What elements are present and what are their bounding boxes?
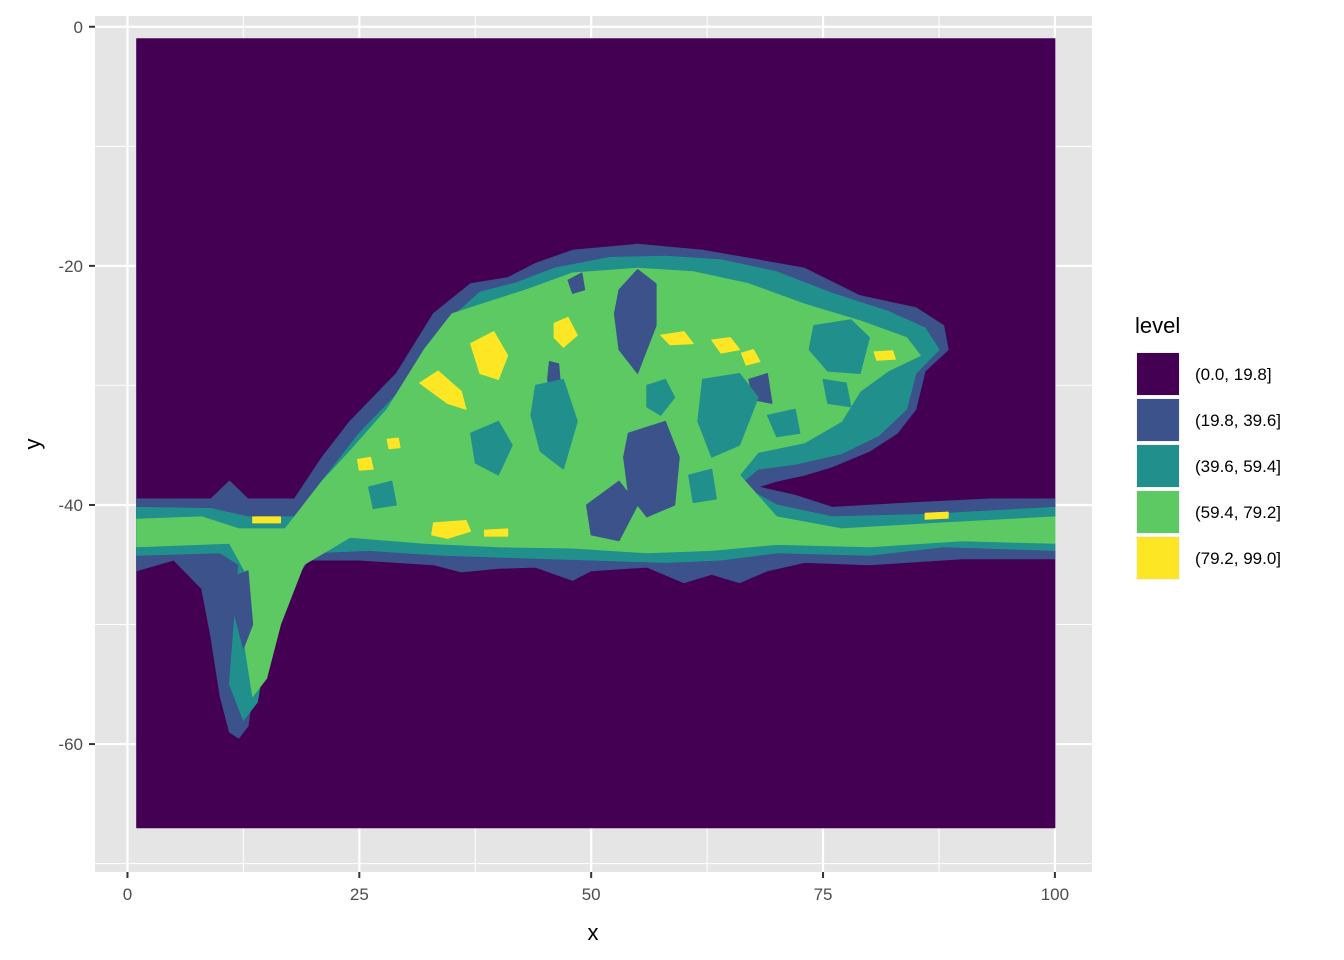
contour-region-level-2 bbox=[470, 420, 513, 476]
contour-region-level-1 bbox=[233, 570, 254, 649]
contour-region-level-2 bbox=[697, 373, 759, 458]
legend-key-label: (0.0, 19.8] bbox=[1195, 365, 1272, 384]
contour-region-level-1 bbox=[567, 272, 586, 294]
legend-key-swatch bbox=[1137, 491, 1179, 533]
legend-key-label: (19.8, 39.6] bbox=[1195, 411, 1281, 430]
legend-key-label: (39.6, 59.4] bbox=[1195, 457, 1281, 476]
x-tick-label: 0 bbox=[123, 885, 132, 904]
contour-region-level-2 bbox=[822, 378, 852, 408]
contour-region-level-4 bbox=[431, 520, 472, 539]
x-tick-label: 50 bbox=[582, 885, 601, 904]
contour-region-level-2 bbox=[646, 378, 676, 416]
contour-region-level-4 bbox=[419, 370, 467, 410]
legend-items: (0.0, 19.8] (19.8, 39.6] (39.6, 59.4] (59.4… bbox=[1136, 352, 1281, 580]
legend-key-label: (59.4, 79.2] bbox=[1195, 503, 1281, 522]
contour-region-level-3 bbox=[136, 267, 1056, 697]
contour-region-level-4 bbox=[924, 511, 949, 520]
legend-key-label: (79.2, 99.0] bbox=[1195, 549, 1281, 568]
contour-region-level-4 bbox=[470, 331, 509, 380]
contour-region-level-4 bbox=[357, 456, 374, 471]
contour-region-level-4 bbox=[553, 316, 578, 348]
y-tick-label: -20 bbox=[58, 257, 83, 276]
contour-region-level-2 bbox=[766, 408, 801, 438]
x-tick-label: 75 bbox=[814, 885, 833, 904]
contour-region-level-4 bbox=[740, 349, 761, 366]
x-tick-label: 25 bbox=[350, 885, 369, 904]
contour-region-level-2 bbox=[530, 378, 578, 470]
contour-region-level-2 bbox=[808, 319, 870, 374]
legend-title: level bbox=[1135, 313, 1180, 338]
x-axis: 0 25 50 75 100 bbox=[123, 872, 1069, 904]
contour-regions bbox=[136, 38, 1056, 829]
contour-region-level-4 bbox=[484, 528, 509, 537]
y-axis-title: y bbox=[20, 439, 45, 450]
legend-key-swatch bbox=[1137, 537, 1179, 579]
y-tick-label: -40 bbox=[58, 496, 83, 515]
legend-key-swatch bbox=[1137, 399, 1179, 441]
contour-region-level-2 bbox=[368, 480, 397, 510]
contour-region-level-1 bbox=[623, 420, 680, 518]
contour-region-level-4 bbox=[252, 516, 281, 524]
contour-region-level-4 bbox=[873, 350, 896, 361]
y-axis: 0 -20 -40 -60 bbox=[58, 18, 95, 754]
contour-region-level-4 bbox=[711, 337, 741, 354]
contour-region-level-2 bbox=[688, 468, 717, 504]
y-tick-label: 0 bbox=[74, 18, 83, 37]
x-tick-label: 100 bbox=[1041, 885, 1069, 904]
contour-region-level-4 bbox=[386, 437, 401, 450]
legend-key-swatch bbox=[1137, 353, 1179, 395]
contour-region-level-1 bbox=[586, 480, 639, 542]
contour-region-level-4 bbox=[660, 331, 694, 346]
x-axis-title: x bbox=[588, 920, 599, 945]
y-tick-label: -60 bbox=[58, 735, 83, 754]
contour-region-level-1 bbox=[613, 269, 657, 374]
legend-key-swatch bbox=[1137, 445, 1179, 487]
legend: level (0.0, 19.8] (19.8, 39.6] (39.6, 59.4… bbox=[1135, 313, 1281, 580]
